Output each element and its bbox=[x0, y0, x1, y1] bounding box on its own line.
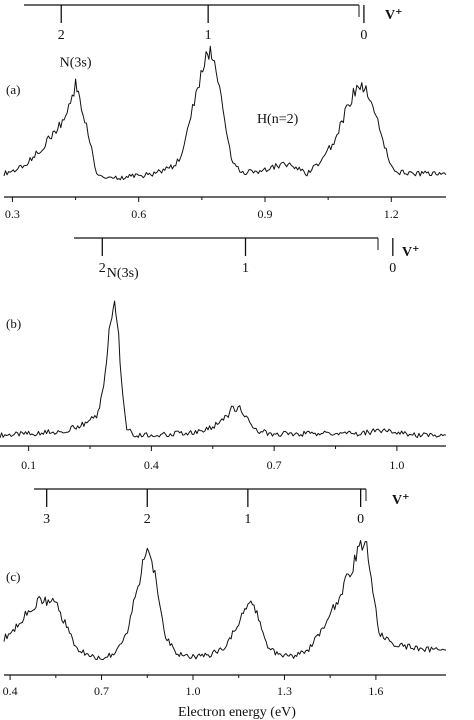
level-scale-title: V⁺ bbox=[392, 493, 410, 508]
spectrum-trace bbox=[0, 300, 447, 439]
annotation-label: N(3s) bbox=[60, 55, 92, 70]
level-label: 2 bbox=[58, 28, 65, 43]
panel-label: (c) bbox=[6, 569, 20, 584]
spectrum-trace bbox=[3, 45, 447, 181]
annotation-label: H(n=2) bbox=[257, 112, 299, 127]
level-label: 1 bbox=[242, 261, 249, 276]
x-tick-label: 0.1 bbox=[21, 458, 36, 472]
level-label: 2 bbox=[99, 261, 106, 276]
x-tick-label: 0.7 bbox=[94, 684, 109, 698]
panel-label: (b) bbox=[6, 316, 21, 331]
x-tick-label: 1.6 bbox=[368, 684, 383, 698]
panel-label: (a) bbox=[6, 82, 20, 97]
level-label: 0 bbox=[357, 512, 364, 527]
level-scale-title: V⁺ bbox=[385, 8, 403, 23]
x-axis-title: Electron energy (eV) bbox=[178, 705, 296, 720]
x-tick-label: 1.2 bbox=[384, 207, 399, 221]
level-label: 2 bbox=[144, 512, 151, 527]
x-tick-label: 0.4 bbox=[144, 458, 159, 472]
x-tick-label: 1.0 bbox=[389, 458, 404, 472]
level-label: 0 bbox=[360, 28, 367, 43]
x-tick-label: 1.3 bbox=[277, 684, 292, 698]
x-tick-label: 0.7 bbox=[267, 458, 282, 472]
level-label: 0 bbox=[389, 261, 396, 276]
level-label: 1 bbox=[205, 28, 212, 43]
x-tick-label: 0.3 bbox=[5, 207, 20, 221]
level-label: 3 bbox=[43, 512, 50, 527]
x-tick-label: 0.9 bbox=[257, 207, 272, 221]
annotation-label: N(3s) bbox=[107, 266, 139, 281]
spectrum-trace bbox=[3, 540, 447, 660]
level-label: 1 bbox=[244, 512, 251, 527]
x-tick-label: 1.0 bbox=[185, 684, 200, 698]
level-scale-title: V⁺ bbox=[402, 245, 420, 260]
x-tick-label: 0.4 bbox=[3, 684, 18, 698]
x-tick-label: 0.6 bbox=[131, 207, 146, 221]
